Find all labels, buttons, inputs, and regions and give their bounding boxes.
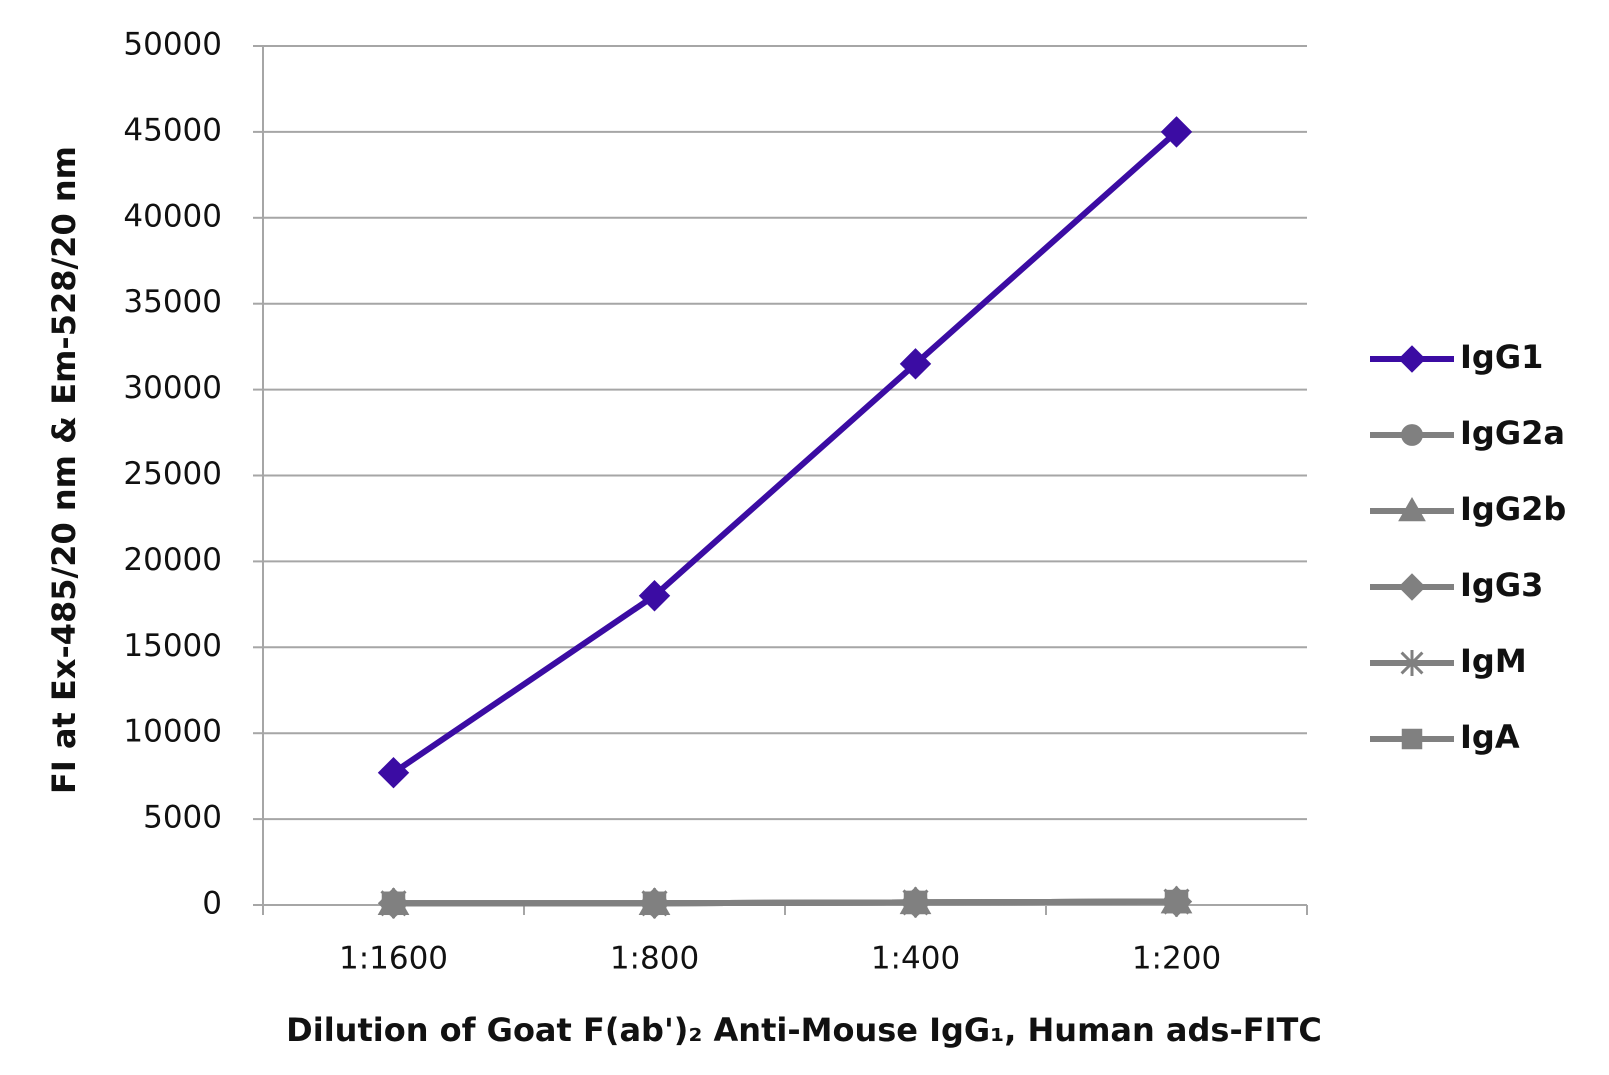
y-tick-label: 25000 (123, 456, 222, 492)
legend-label: IgG2b (1460, 490, 1566, 528)
marker (642, 890, 667, 916)
y-tick-label: 45000 (123, 112, 222, 148)
y-axis-title: FI at Ex-485/20 nm & Em-528/20 nm (45, 146, 83, 794)
y-tick-label: 0 (202, 886, 222, 922)
marker (381, 890, 406, 916)
series-line (393, 898, 1177, 907)
y-tick-label: 30000 (123, 370, 222, 406)
marker (1401, 424, 1423, 446)
marker (638, 580, 671, 612)
y-tick-label: 10000 (123, 714, 222, 750)
marker (377, 757, 410, 789)
series-line (391, 129, 1179, 776)
x-tick-label: 1:400 (871, 941, 960, 977)
x-tick-label: 1:1600 (339, 941, 448, 977)
y-tick-label: 40000 (123, 198, 222, 234)
marker (1398, 573, 1426, 601)
x-tick-label: 1:200 (1132, 941, 1221, 977)
legend-label: IgG2a (1460, 414, 1565, 452)
legend-label: IgM (1460, 642, 1527, 680)
legend-label: IgG3 (1460, 566, 1543, 604)
y-tick-label: 15000 (123, 628, 222, 664)
y-tick-label: 5000 (143, 800, 222, 836)
y-tick-label: 20000 (123, 542, 222, 578)
legend-label: IgA (1460, 718, 1520, 756)
marker (1398, 496, 1426, 522)
x-tick-label: 1:800 (610, 941, 699, 977)
marker (1160, 116, 1193, 148)
marker (1164, 889, 1189, 915)
marker (1398, 345, 1426, 373)
y-tick-label: 35000 (123, 284, 222, 320)
y-tick-label: 50000 (123, 27, 222, 63)
marker (903, 889, 928, 915)
marker (899, 348, 932, 380)
marker (1400, 650, 1424, 676)
legend-label: IgG1 (1460, 338, 1543, 376)
marker (1401, 728, 1423, 750)
x-axis-title: Dilution of Goat F(ab')₂ Anti-Mouse IgG₁… (286, 1011, 1322, 1049)
